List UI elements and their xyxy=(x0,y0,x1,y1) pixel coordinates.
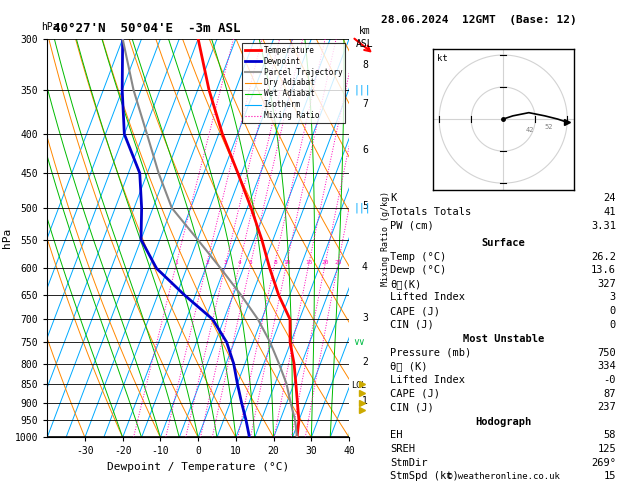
Text: LCL: LCL xyxy=(351,381,366,390)
Text: 750: 750 xyxy=(598,348,616,358)
Text: CIN (J): CIN (J) xyxy=(391,320,434,330)
Text: 20: 20 xyxy=(321,260,329,265)
Text: 4: 4 xyxy=(362,261,368,272)
Text: 0: 0 xyxy=(610,306,616,316)
Text: ∨∨: ∨∨ xyxy=(353,337,365,347)
Legend: Temperature, Dewpoint, Parcel Trajectory, Dry Adiabat, Wet Adiabat, Isotherm, Mi: Temperature, Dewpoint, Parcel Trajectory… xyxy=(242,43,345,123)
Text: 0: 0 xyxy=(610,320,616,330)
Text: 2: 2 xyxy=(205,260,209,265)
Text: 15: 15 xyxy=(604,471,616,481)
Text: 52: 52 xyxy=(545,123,554,130)
Text: Pressure (mb): Pressure (mb) xyxy=(391,348,472,358)
Text: 25: 25 xyxy=(335,260,342,265)
Text: 2: 2 xyxy=(362,357,368,367)
Text: EH: EH xyxy=(391,431,403,440)
Text: 58: 58 xyxy=(604,431,616,440)
Text: 24: 24 xyxy=(604,193,616,204)
Text: 40°27'N  50°04'E  -3m ASL: 40°27'N 50°04'E -3m ASL xyxy=(53,22,241,35)
Text: 5: 5 xyxy=(249,260,253,265)
Text: 334: 334 xyxy=(598,362,616,371)
Text: km: km xyxy=(359,26,370,36)
Text: θᴄ (K): θᴄ (K) xyxy=(391,362,428,371)
Text: 13.6: 13.6 xyxy=(591,265,616,275)
Text: 327: 327 xyxy=(598,279,616,289)
X-axis label: Dewpoint / Temperature (°C): Dewpoint / Temperature (°C) xyxy=(107,462,289,472)
Text: StmDir: StmDir xyxy=(391,458,428,468)
Text: 237: 237 xyxy=(598,402,616,412)
Text: CAPE (J): CAPE (J) xyxy=(391,389,440,399)
Text: 42: 42 xyxy=(526,127,534,133)
Text: |||: ||| xyxy=(353,203,371,213)
Text: 41: 41 xyxy=(604,207,616,217)
Text: Lifted Index: Lifted Index xyxy=(391,293,465,302)
Text: 125: 125 xyxy=(598,444,616,454)
Text: |||: ||| xyxy=(353,85,371,95)
Text: SREH: SREH xyxy=(391,444,415,454)
Text: 87: 87 xyxy=(604,389,616,399)
Y-axis label: hPa: hPa xyxy=(2,228,12,248)
Text: K: K xyxy=(391,193,397,204)
Text: 3: 3 xyxy=(362,313,368,323)
Text: 26.2: 26.2 xyxy=(591,252,616,261)
Text: Most Unstable: Most Unstable xyxy=(462,334,544,344)
Text: CIN (J): CIN (J) xyxy=(391,402,434,412)
Text: 1: 1 xyxy=(362,396,368,406)
Text: 8: 8 xyxy=(362,60,368,70)
Text: 269°: 269° xyxy=(591,458,616,468)
Text: 28.06.2024  12GMT  (Base: 12): 28.06.2024 12GMT (Base: 12) xyxy=(381,15,576,25)
Text: © weatheronline.co.uk: © weatheronline.co.uk xyxy=(447,472,560,481)
Text: Lifted Index: Lifted Index xyxy=(391,375,465,385)
Text: kt: kt xyxy=(437,54,448,63)
Text: Temp (°C): Temp (°C) xyxy=(391,252,447,261)
Text: CAPE (J): CAPE (J) xyxy=(391,306,440,316)
Text: 1: 1 xyxy=(175,260,179,265)
Text: 6: 6 xyxy=(362,145,368,155)
Text: Totals Totals: Totals Totals xyxy=(391,207,472,217)
Text: 8: 8 xyxy=(273,260,277,265)
Text: StmSpd (kt): StmSpd (kt) xyxy=(391,471,459,481)
Text: Hodograph: Hodograph xyxy=(475,417,532,427)
Text: θᴄ(K): θᴄ(K) xyxy=(391,279,421,289)
Text: Mixing Ratio (g/kg): Mixing Ratio (g/kg) xyxy=(381,191,390,286)
Text: 5: 5 xyxy=(362,201,368,211)
Text: ASL: ASL xyxy=(356,38,374,49)
Text: 3.31: 3.31 xyxy=(591,221,616,231)
Text: 7: 7 xyxy=(362,99,368,109)
Text: 3: 3 xyxy=(224,260,228,265)
Text: 4: 4 xyxy=(238,260,242,265)
Text: hPa: hPa xyxy=(41,22,58,32)
Text: 15: 15 xyxy=(305,260,313,265)
Text: Surface: Surface xyxy=(481,238,525,248)
Text: PW (cm): PW (cm) xyxy=(391,221,434,231)
Text: Dewp (°C): Dewp (°C) xyxy=(391,265,447,275)
Text: -0: -0 xyxy=(604,375,616,385)
Text: 10: 10 xyxy=(283,260,291,265)
Text: 3: 3 xyxy=(610,293,616,302)
